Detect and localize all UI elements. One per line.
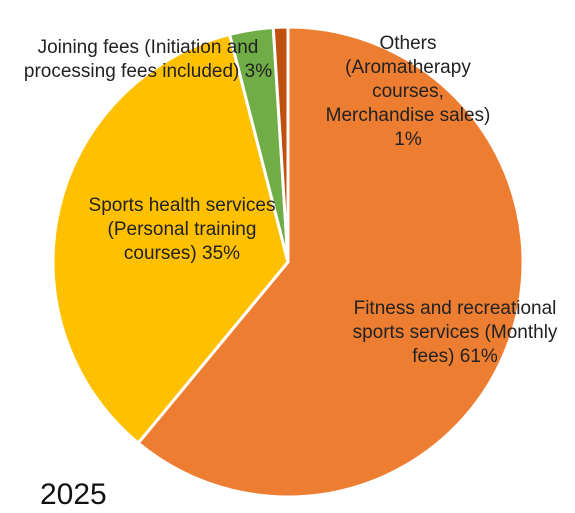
- value-label: 61%: [459, 346, 498, 367]
- slice-label: Fitness and recreational sports services…: [348, 297, 563, 369]
- value-label: 3%: [244, 61, 273, 82]
- value-label: 35%: [202, 243, 241, 264]
- category-name: Joining fees (Initiation and processing …: [23, 37, 259, 82]
- pie-slice: [271, 25, 290, 263]
- slice-label: Joining fees (Initiation and processing …: [13, 36, 283, 84]
- category-name: Sports health services (Personal trainin…: [88, 195, 276, 264]
- slice-label: Sports health services (Personal trainin…: [82, 194, 282, 266]
- pie-slice: [51, 32, 290, 446]
- pie-slice: [136, 25, 525, 499]
- category-name: Fitness and recreational sports services…: [352, 298, 558, 367]
- category-name: Others (Aromatherapy courses, Merchandis…: [325, 33, 491, 126]
- value-label: 1%: [394, 129, 422, 150]
- slice-label: Others (Aromatherapy courses, Merchandis…: [321, 32, 496, 152]
- chart-title: 2025: [40, 478, 107, 511]
